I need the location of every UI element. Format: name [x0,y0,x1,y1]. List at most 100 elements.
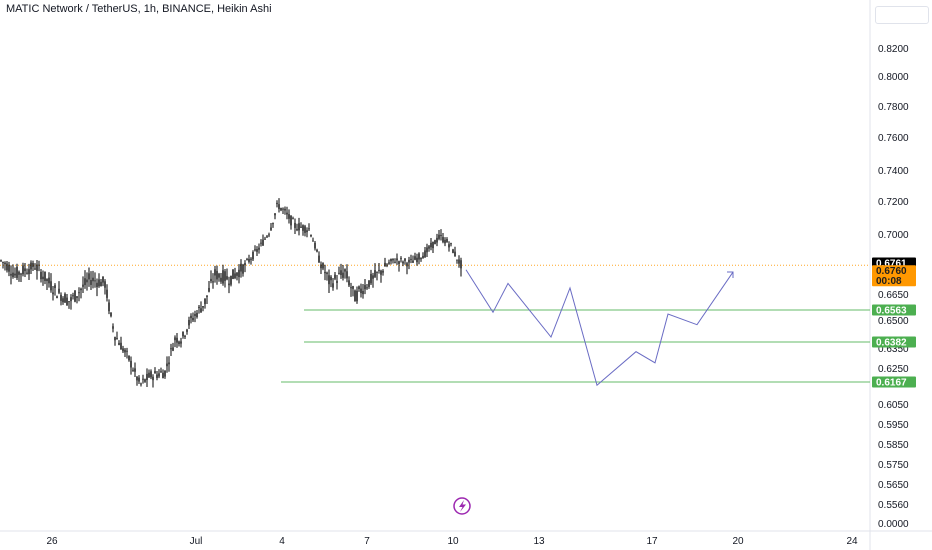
candle-body[interactable] [326,272,328,274]
candle-body[interactable] [16,266,18,278]
candle-body[interactable] [266,236,268,238]
candle-body[interactable] [12,272,14,278]
candle-body[interactable] [424,250,426,257]
candle-body[interactable] [178,341,180,345]
candle-body[interactable] [400,258,402,260]
candle-body[interactable] [430,242,432,248]
candle-body[interactable] [460,260,462,269]
candle-body[interactable] [188,319,190,326]
candle-body[interactable] [414,256,416,260]
candle-body[interactable] [320,264,322,269]
candle-body[interactable] [214,269,216,276]
candle-body[interactable] [114,337,116,341]
candle-body[interactable] [254,249,256,251]
support-levels[interactable] [281,309,870,383]
candle-body[interactable] [78,292,80,294]
candle-body[interactable] [268,234,270,236]
candle-body[interactable] [40,271,42,280]
candle-body[interactable] [230,275,232,285]
candle-body[interactable] [296,229,298,231]
candle-body[interactable] [234,273,236,279]
candle-body[interactable] [20,273,22,275]
candle-body[interactable] [198,306,200,309]
candle-body[interactable] [324,271,326,274]
candle-body[interactable] [128,355,130,361]
candle-body[interactable] [278,204,280,209]
candle-body[interactable] [92,277,94,282]
candle-body[interactable] [426,247,428,253]
candle-body[interactable] [334,274,336,279]
candle-body[interactable] [162,372,164,379]
candle-body[interactable] [236,272,238,276]
candle-body[interactable] [322,263,324,269]
candle-body[interactable] [240,263,242,272]
candle-body[interactable] [356,290,358,302]
candle-body[interactable] [222,270,224,284]
candle-body[interactable] [72,295,74,297]
candle-body[interactable] [228,283,230,286]
time-axis[interactable]: 26 Jul 4 7 10 13 17 20 24 [46,536,858,547]
candle-body[interactable] [378,269,380,271]
candle-body[interactable] [182,331,184,337]
candle-body[interactable] [208,287,210,292]
candle-body[interactable] [196,312,198,318]
candle-body[interactable] [142,378,144,380]
candle-body[interactable] [166,363,168,367]
candle-body[interactable] [110,312,112,317]
candle-body[interactable] [330,276,332,281]
candle-body[interactable] [298,223,300,231]
candle-body[interactable] [116,338,118,340]
candle-body[interactable] [96,282,98,288]
candle-body[interactable] [160,371,162,373]
candle-body[interactable] [246,259,248,261]
candle-body[interactable] [0,260,2,262]
candle-body[interactable] [338,272,340,274]
candle-body[interactable] [446,239,448,243]
candle-body[interactable] [100,281,102,287]
candle-body[interactable] [252,251,254,260]
candle-body[interactable] [328,275,330,285]
candle-body[interactable] [386,264,388,266]
candle-body[interactable] [136,376,138,381]
candle-body[interactable] [350,287,352,289]
candle-body[interactable] [406,263,408,267]
candle-body[interactable] [156,374,158,378]
candle-body[interactable] [204,298,206,305]
candle-body[interactable] [300,226,302,228]
candle-body[interactable] [396,258,398,261]
candle-body[interactable] [408,259,410,263]
candle-body[interactable] [332,283,334,288]
candle-body[interactable] [90,279,92,285]
candle-body[interactable] [270,227,272,230]
candle-body[interactable] [84,278,86,286]
candle-body[interactable] [452,249,454,253]
candle-body[interactable] [448,244,450,248]
candle-body[interactable] [174,337,176,341]
candle-body[interactable] [58,288,60,293]
candle-body[interactable] [420,258,422,260]
candle-body[interactable] [212,281,214,283]
candle-body[interactable] [242,264,244,274]
candle-body[interactable] [384,262,386,267]
candle-body[interactable] [292,218,294,220]
candle-body[interactable] [398,261,400,265]
candle-body[interactable] [50,281,52,291]
candle-body[interactable] [346,271,348,279]
candle-body[interactable] [436,237,438,243]
candle-body[interactable] [26,272,28,274]
candle-body[interactable] [372,275,374,279]
event-marker[interactable] [453,497,471,515]
candle-body[interactable] [14,273,16,276]
candle-body[interactable] [382,270,384,273]
candle-body[interactable] [440,234,442,236]
candle-body[interactable] [64,293,66,303]
candle-body[interactable] [366,287,368,289]
candle-body[interactable] [248,258,250,262]
candle-body[interactable] [70,297,72,302]
candle-body[interactable] [258,247,260,250]
candle-body[interactable] [216,270,218,280]
candle-body[interactable] [88,273,90,280]
candle-body[interactable] [438,234,440,239]
candle-body[interactable] [176,337,178,343]
